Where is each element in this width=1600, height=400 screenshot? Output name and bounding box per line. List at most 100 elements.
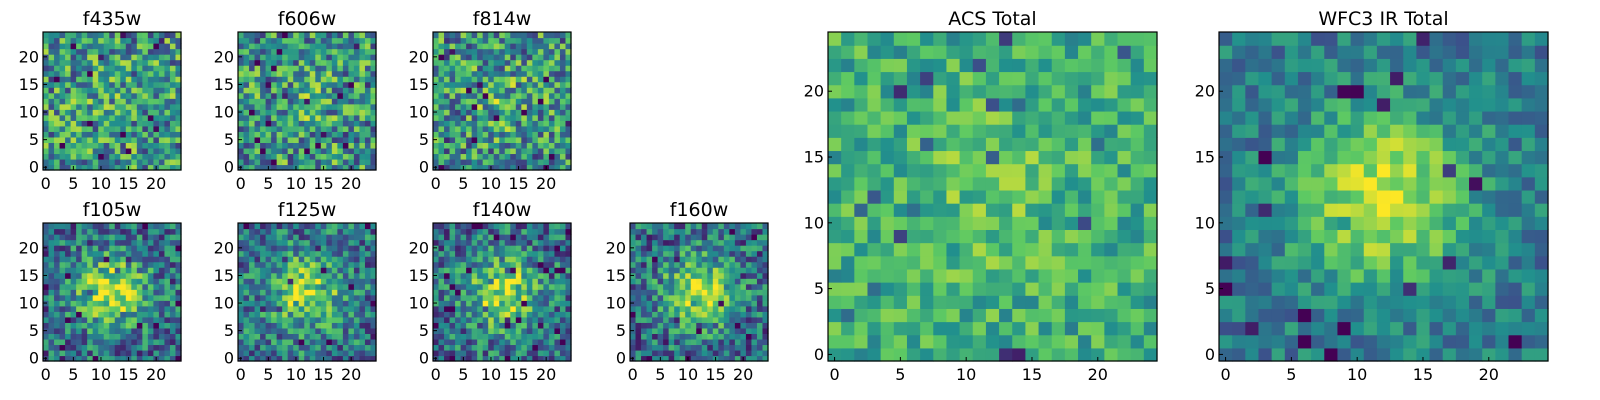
heatmap-cell [499,103,506,110]
heatmap-cell [477,32,484,39]
heatmap-cell [364,300,372,307]
heatmap-cell [342,267,349,274]
heatmap-cell [841,282,855,296]
heatmap-cell [158,311,166,318]
heatmap-cell [158,305,166,312]
heatmap-cell [271,278,278,285]
heatmap-cell [504,114,511,121]
heatmap-cell [98,32,105,39]
heatmap-cell [740,245,747,252]
heatmap-cell [238,76,245,83]
heatmap-cell [342,142,349,149]
heatmap-cell [348,250,355,257]
heatmap-cell [477,300,484,307]
heatmap-cell [48,256,55,263]
heatmap-cell [348,54,355,61]
heatmap-cell [271,333,278,340]
heatmap-cell [488,54,495,61]
heatmap-cell [43,261,50,268]
heatmap-cell [854,137,869,152]
heatmap-cell [740,300,747,307]
heatmap-cell [471,109,478,116]
heatmap-cell [1064,216,1079,230]
heatmap-cell [287,344,294,351]
heatmap-cell [287,142,294,149]
heatmap-cell [482,153,489,160]
heatmap-cell [477,59,484,66]
heatmap-cell [718,261,725,268]
heatmap-cell [364,355,372,362]
heatmap-cell [537,333,544,340]
heatmap-cell [164,239,171,246]
heatmap-cell [521,316,528,323]
heatmap-cell [867,255,882,270]
heatmap-cell [76,125,83,132]
heatmap-cell [641,327,648,334]
heatmap-cell [309,70,316,77]
heatmap-cell [48,228,55,235]
heatmap-cell [510,158,517,166]
heatmap-cell [537,142,544,149]
heatmap-cell [70,37,77,44]
heatmap-cell [120,59,127,66]
heatmap-cell [76,59,83,66]
heatmap-cell [554,120,561,127]
heatmap-cell [477,223,484,230]
heatmap-cell [120,289,127,296]
heatmap-cell [532,158,539,166]
heatmap-cell [59,289,66,296]
heatmap-cell [762,305,769,312]
heatmap-cell [359,338,366,346]
heatmap-cell [455,305,462,312]
heatmap-cell [309,261,316,268]
heatmap-cell [342,250,349,257]
heatmap-cell [521,32,528,39]
heatmap-cell [734,245,741,252]
heatmap-cell [169,153,177,160]
heatmap-cell [1130,176,1145,191]
heatmap-cell [762,250,769,257]
heatmap-cell [76,142,83,149]
heatmap-cell [320,300,327,307]
heatmap-cell [370,228,377,235]
heatmap-cell [482,289,489,296]
heatmap-cell [515,239,522,246]
heatmap-cell [1117,176,1132,191]
heatmap-cell [1064,295,1079,309]
heatmap-cell [880,189,895,204]
heatmap-cell [1117,242,1132,257]
heatmap-cell [326,333,333,340]
heatmap-cell [488,245,495,252]
heatmap-cell [331,37,338,44]
heatmap-cell [164,131,171,138]
heatmap-cell [867,268,882,283]
heatmap-cell [254,76,261,83]
heatmap-cell [309,136,316,143]
heatmap-cell [92,316,99,323]
heatmap-cell [43,92,50,99]
heatmap-cell [76,300,83,307]
heatmap-cell [76,294,83,301]
heatmap-cell [48,327,55,334]
heatmap-cell [543,59,550,66]
heatmap-cell [293,267,300,274]
heatmap-cell [87,136,94,143]
heatmap-cell [1143,229,1158,244]
heatmap-cell [1117,334,1132,349]
heatmap-cell [690,245,697,252]
heatmap-cell [276,120,283,127]
heatmap-cell [164,98,171,105]
heatmap-cell [370,283,377,290]
x-tick-label: 0 [41,174,51,193]
heatmap-cell [87,87,94,94]
heatmap-cell [946,268,961,283]
heatmap-cell [370,81,377,88]
heatmap-cell [92,294,99,301]
heatmap-cell [260,43,267,50]
heatmap-cell [745,355,753,362]
heatmap-cell [265,327,272,334]
heatmap-cell [707,322,714,329]
heatmap-cell [482,147,489,155]
heatmap-cell [48,48,55,55]
